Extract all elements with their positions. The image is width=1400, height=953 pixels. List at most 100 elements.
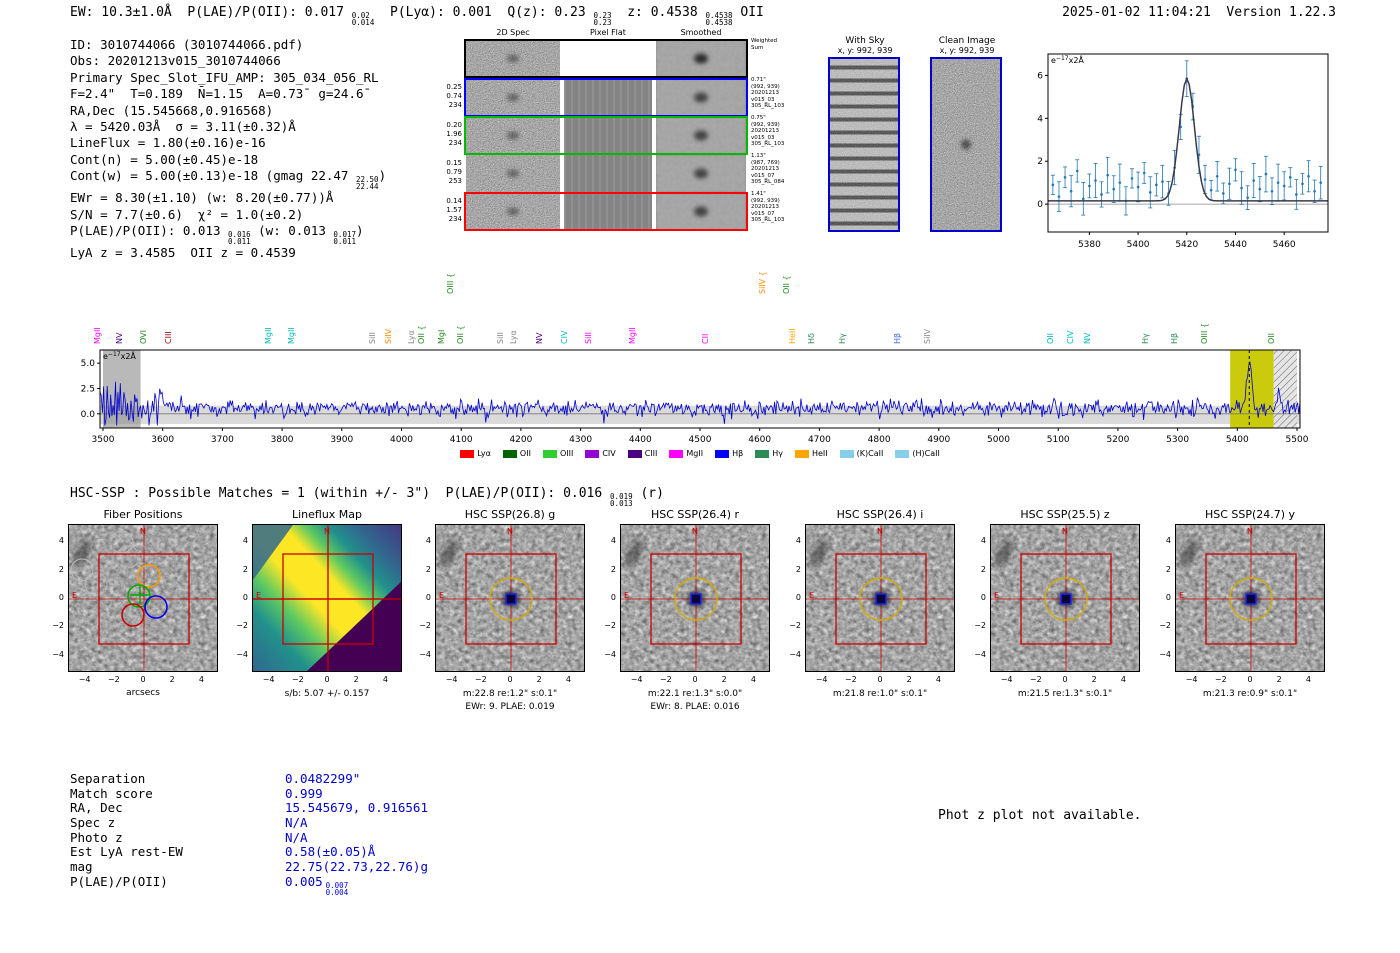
tick-label: 4 [795, 536, 801, 546]
tick-label: −2 [107, 675, 120, 684]
spec2d-row-stats: 0.25 0.74 234 [446, 83, 462, 109]
spectral-line-label: OII [1267, 332, 1277, 344]
pixelflat-image [564, 40, 652, 77]
svg-text:4600: 4600 [748, 435, 771, 445]
match-field-label: RA, Dec [70, 800, 123, 816]
match-table-row: Photo z N/A [70, 829, 428, 846]
cutout-caption: s/b: 5.07 +/- 0.157 [284, 689, 370, 699]
uncertainty-stack: 22.50 22.44 [355, 175, 379, 192]
tick-label: −2 [419, 621, 431, 631]
summary-stats-line: EW: 10.3±1.0Å P(LAE)/P(OII): 0.017 0.02 0… [70, 5, 764, 27]
info-line: LyA z = 3.4585 OII z = 0.4539 [70, 245, 296, 261]
legend-item: Lyα [460, 449, 491, 458]
tick-label: 4 [935, 675, 941, 684]
legend-swatch [585, 449, 600, 458]
svg-text:e−17x2Å: e−17x2Å [103, 350, 136, 361]
pixelflat-image [564, 155, 652, 192]
spectral-line-label: OII { [456, 325, 466, 344]
compass-east-label: E [1179, 591, 1185, 600]
svg-text:4000: 4000 [390, 435, 413, 445]
withsky-image [828, 57, 900, 232]
info-line: RA,Dec (15.545668,0.916568) [70, 102, 274, 118]
cutout-caption: m:21.8 re:1.0" s:0.1" [832, 689, 928, 699]
tick-label: 2 [721, 675, 727, 684]
svg-text:0: 0 [1037, 200, 1043, 210]
svg-text:3900: 3900 [330, 435, 353, 445]
spec2d-row-annotation: Weighted Sum [751, 38, 778, 51]
spectral-line-label: SiII [495, 331, 505, 344]
spectral-line-label: Hβ [892, 332, 902, 344]
tick-label: 2 [906, 675, 912, 684]
legend-item: OII [502, 449, 531, 458]
tick-label: 4 [58, 536, 64, 546]
panel-subtitle: x, y: 992, 939 [939, 46, 995, 55]
tick-label: −2 [974, 621, 986, 631]
spectral-line-label: NV [1083, 332, 1093, 344]
spectral-line-label: OIII { [445, 272, 455, 294]
tick-label: −2 [291, 675, 304, 684]
tick-label: 2 [610, 564, 616, 574]
tick-label: 0 [1247, 675, 1253, 684]
spectral-line-label: MgI [437, 329, 447, 344]
compass-east-label: E [809, 591, 815, 600]
spec2d-image [466, 155, 560, 192]
spectral-line-label: SiII [368, 331, 377, 344]
svg-text:6: 6 [1037, 71, 1043, 81]
legend-label: OIII [559, 449, 574, 458]
spec2d-row-stats: 0.20 1.96 234 [446, 121, 462, 147]
legend-label: Hγ [772, 449, 783, 458]
spectral-line-label: CIV [560, 330, 570, 344]
svg-text:2: 2 [1037, 157, 1043, 167]
clean-image-panel: Clean Image x, y: 992, 939 [930, 36, 1004, 232]
tick-label: 2 [1276, 675, 1282, 684]
tick-label: 0 [877, 675, 883, 684]
smoothed-image [656, 40, 746, 77]
legend-label: Hβ [732, 449, 744, 458]
tick-label: 4 [980, 536, 986, 546]
tick-label: −2 [474, 675, 487, 684]
smoothed-image [656, 155, 746, 192]
tick-label: 0 [1062, 675, 1068, 684]
uncertainty-stack: 0.019 0.013 [610, 492, 633, 508]
tick-label: −4 [604, 649, 616, 659]
svg-text:5440: 5440 [1224, 240, 1247, 250]
spec2d-row-annotation: 0.71" (992, 939) 20201213 v015_03 305_RL_103 [751, 77, 785, 110]
match-field-value: 0.0482299" [285, 771, 361, 786]
match-field-value: 22.75(22.73,22.76)g [285, 859, 428, 875]
panel-title: With Sky [845, 36, 885, 46]
svg-text:5400: 5400 [1127, 240, 1150, 250]
match-field-label: Spec z [70, 815, 116, 831]
tick-label: 4 [1165, 536, 1171, 546]
cutout-caption: EWr: 8. PLAE: 0.016 [650, 702, 740, 712]
cutout-caption: m:21.3 re:0.9" s:0.1" [1202, 689, 1298, 699]
spectral-line-label: OII { [782, 275, 792, 294]
compass-north-label: N [140, 527, 146, 536]
tick-label: 0 [507, 675, 513, 684]
smoothed-image [656, 79, 746, 116]
svg-text:0.0: 0.0 [81, 410, 96, 420]
svg-text:2.5: 2.5 [81, 384, 95, 394]
uncertainty-stack: 0.23 0.23 [593, 11, 612, 27]
tick-label: −4 [789, 649, 801, 659]
match-field-value: N/A [285, 829, 308, 845]
svg-text:5380: 5380 [1078, 240, 1101, 250]
spec2d-image [466, 79, 560, 116]
spectral-line-label: OII [1046, 332, 1056, 344]
pixelflat-image [564, 79, 652, 116]
spectrum-legend: Lyα OII OIII CIV CIII MgII Hβ Hγ HeII (K)CaII (H)C… [0, 449, 1400, 458]
svg-text:5300: 5300 [1166, 435, 1189, 445]
timestamp-version: 2025-01-02 11:04:21 Version 1.22.3 [1062, 5, 1336, 20]
spectral-line-label: CII [701, 333, 711, 344]
uncertainty-stack: 0.02 0.014 [351, 11, 375, 27]
tick-label: −4 [974, 649, 986, 659]
tick-label: 2 [353, 675, 359, 684]
tick-label: −2 [236, 621, 248, 631]
spectral-line-label: Lyα [407, 330, 417, 344]
spectral-line-label: SiIV [922, 328, 932, 344]
info-line: Cont(w) = 5.00(±0.13)e-18 (gmag 22.47 22… [70, 168, 387, 192]
compass-east-label: E [624, 591, 630, 600]
compass-east-label: E [439, 591, 445, 600]
tick-label: −4 [236, 649, 248, 659]
spectral-line-label: MgII [264, 327, 274, 344]
